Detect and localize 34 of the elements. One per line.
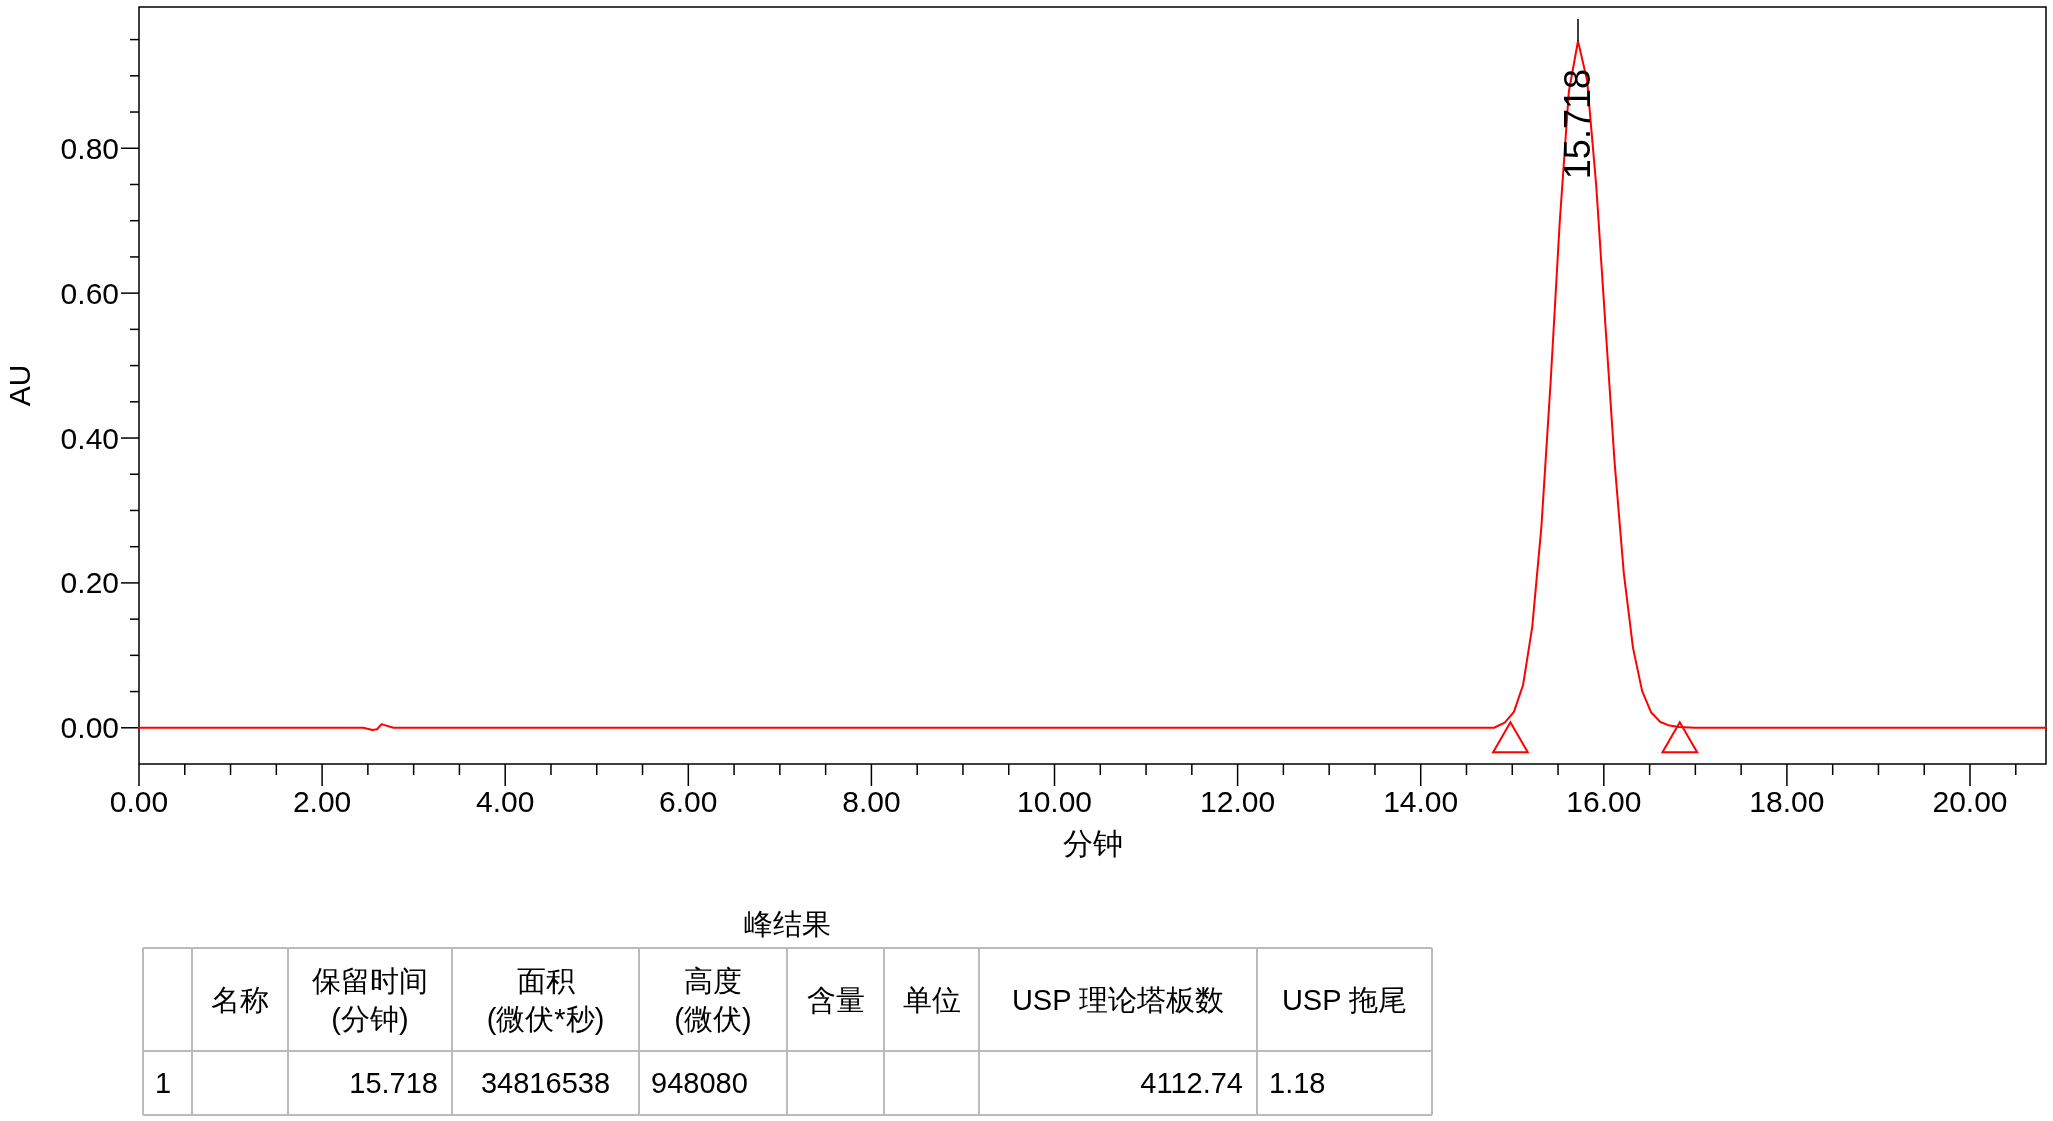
x-tick-label: 0.00 <box>109 785 169 818</box>
y-tick-label: 0.40 <box>60 421 119 455</box>
x-tick-label: 4.00 <box>476 785 535 818</box>
y-axis-title: AU <box>3 364 36 407</box>
text: USP 理论塔板数 <box>1011 983 1225 1016</box>
text: 峰结果 <box>744 908 831 940</box>
text: 面积 (微伏*秒) <box>486 964 605 1035</box>
y-tick-label: 0.60 <box>60 276 119 310</box>
x-tick-label: 2.00 <box>292 785 352 818</box>
text: 34816538 <box>480 1067 611 1100</box>
y-tick-label: 0.80 <box>60 131 119 165</box>
annotation: 15.718 <box>1556 69 1598 180</box>
text: 名称 <box>211 983 269 1016</box>
text: 含量 <box>806 983 865 1016</box>
text: 15.718 <box>349 1067 438 1100</box>
x-tick-label: 10.00 <box>1016 785 1093 818</box>
x-tick-label: 18.00 <box>1749 785 1825 818</box>
x-tick-label: 20.00 <box>1932 785 2008 818</box>
x-tick-label: 12.00 <box>1200 785 1276 818</box>
x-axis-title: 分钟 <box>1062 827 1123 860</box>
text: 1 <box>155 1067 172 1100</box>
text: 高度 (微伏) <box>674 964 752 1035</box>
y-tick-label: 0.00 <box>60 711 119 745</box>
y-tick-label: 0.20 <box>60 566 119 600</box>
text: 4112.74 <box>1140 1067 1243 1100</box>
text: 保留时间 (分钟) <box>312 964 428 1035</box>
text: USP 拖尾 <box>1281 983 1408 1016</box>
text: 1.18 <box>1269 1067 1326 1100</box>
x-tick-label: 16.00 <box>1566 785 1642 818</box>
x-tick-label: 14.00 <box>1383 785 1459 818</box>
text: 948080 <box>651 1067 748 1100</box>
x-tick-label: 8.00 <box>842 785 901 818</box>
text: 单位 <box>902 983 961 1016</box>
x-tick-label: 6.00 <box>659 785 718 818</box>
